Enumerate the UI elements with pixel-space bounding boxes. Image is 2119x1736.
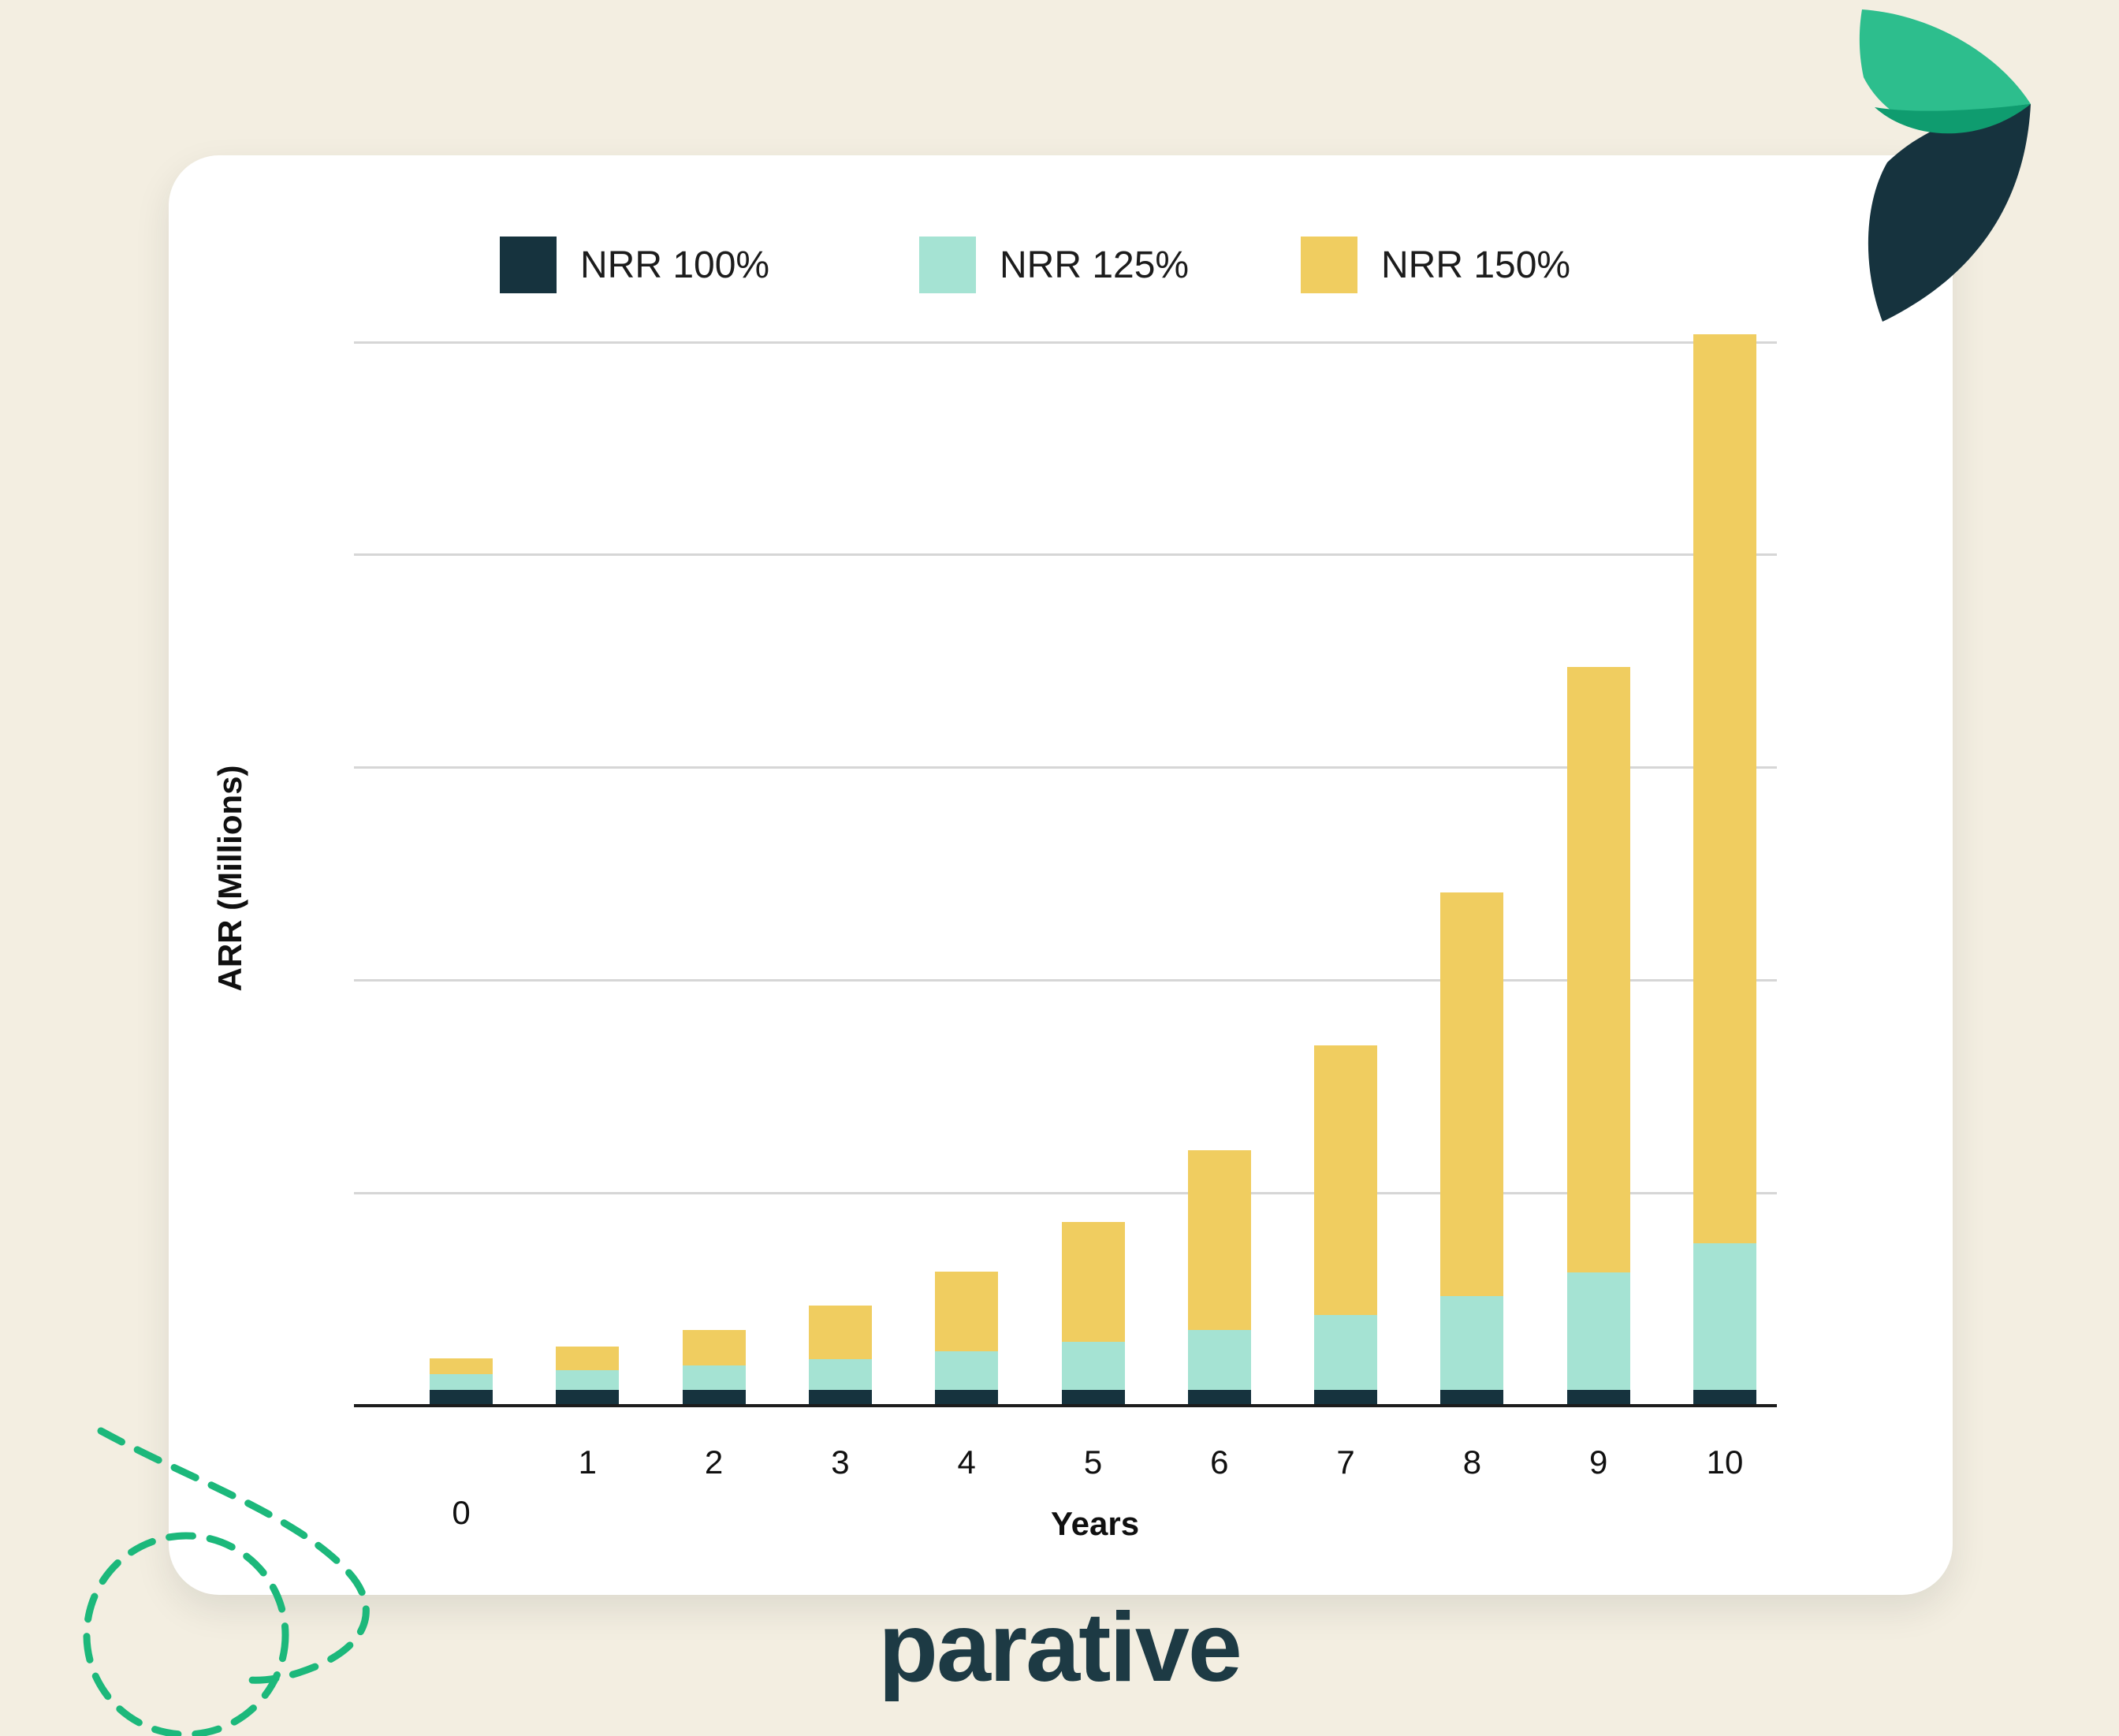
x-axis-line bbox=[354, 1404, 1777, 1407]
bar-segment-nrr-100- bbox=[935, 1390, 999, 1406]
x-tick-label: 8 bbox=[1462, 1444, 1482, 1481]
parative-wordmark: parative bbox=[878, 1593, 1242, 1702]
bar-segment-nrr-150- bbox=[808, 1306, 872, 1360]
bar-segment-nrr-100- bbox=[808, 1390, 872, 1406]
x-tick-label: 4 bbox=[957, 1444, 976, 1481]
bar-segment-nrr-150- bbox=[682, 1329, 746, 1365]
legend-swatch-icon bbox=[500, 237, 557, 293]
x-tick-label: 5 bbox=[1083, 1444, 1103, 1481]
logo-mark-green-petal bbox=[1859, 9, 2031, 132]
bar-segment-nrr-150- bbox=[1061, 1222, 1125, 1343]
bar-segment-nrr-125- bbox=[1314, 1314, 1378, 1390]
bar-segment-nrr-150- bbox=[430, 1358, 493, 1375]
y-axis-label: ARR (Millions) bbox=[211, 765, 248, 992]
parative-logo-mark bbox=[1859, 9, 2031, 322]
bar-segment-nrr-100- bbox=[1187, 1390, 1251, 1406]
bar-segment-nrr-150- bbox=[556, 1347, 620, 1371]
y-gridline bbox=[354, 1191, 1777, 1194]
bar-segment-nrr-125- bbox=[935, 1351, 999, 1390]
x-tick-label: 9 bbox=[1589, 1444, 1608, 1481]
bar-segment-nrr-150- bbox=[1566, 666, 1630, 1273]
bar-segment-nrr-125- bbox=[1566, 1272, 1630, 1390]
legend-item: NRR 150% bbox=[1301, 237, 1570, 293]
x-tick-label: 10 bbox=[1706, 1444, 1744, 1481]
bar-segment-nrr-150- bbox=[1440, 892, 1504, 1296]
bar-segment-nrr-150- bbox=[1187, 1150, 1251, 1330]
x-tick-label: 2 bbox=[704, 1444, 724, 1481]
bar-segment-nrr-125- bbox=[1061, 1342, 1125, 1390]
y-gridline bbox=[354, 766, 1777, 769]
bar-segment-nrr-100- bbox=[430, 1390, 493, 1406]
bar-segment-nrr-125- bbox=[1693, 1242, 1756, 1390]
legend-label: NRR 100% bbox=[580, 244, 770, 286]
bar-segment-nrr-150- bbox=[1693, 334, 1756, 1243]
chart-plot-area: 0 1 2 3 4 5 6 7 8 9 10 bbox=[169, 155, 1953, 1595]
bar-segment-nrr-125- bbox=[1440, 1295, 1504, 1390]
logo-mark-dark-petal bbox=[1868, 104, 2031, 322]
bar-segment-nrr-100- bbox=[1061, 1390, 1125, 1406]
y-gridline bbox=[354, 978, 1777, 982]
legend-swatch-icon bbox=[1301, 237, 1357, 293]
bar-segment-nrr-125- bbox=[1187, 1329, 1251, 1390]
bar-segment-nrr-125- bbox=[556, 1370, 620, 1390]
x-tick-label: 6 bbox=[1210, 1444, 1229, 1481]
x-tick-label: 3 bbox=[831, 1444, 850, 1481]
bar-segment-nrr-100- bbox=[1314, 1390, 1378, 1406]
legend-label: NRR 150% bbox=[1381, 244, 1571, 286]
legend-swatch-icon bbox=[919, 237, 976, 293]
bar-segment-nrr-150- bbox=[935, 1272, 999, 1352]
bar-segment-nrr-125- bbox=[808, 1359, 872, 1390]
bar-segment-nrr-100- bbox=[682, 1390, 746, 1406]
y-gridline bbox=[354, 341, 1777, 344]
bar-segment-nrr-100- bbox=[1440, 1390, 1504, 1406]
x-tick-label: 0 bbox=[452, 1494, 471, 1531]
dashed-doodle-decoration bbox=[83, 1427, 370, 1736]
legend-item: NRR 125% bbox=[919, 237, 1189, 293]
bar-segment-nrr-100- bbox=[1566, 1390, 1630, 1406]
bar-segment-nrr-100- bbox=[1693, 1390, 1756, 1406]
dashed-swoosh bbox=[97, 1427, 370, 1684]
bar-segment-nrr-100- bbox=[556, 1390, 620, 1406]
bar-segment-nrr-125- bbox=[682, 1365, 746, 1390]
legend-label: NRR 125% bbox=[1000, 244, 1190, 286]
y-gridline bbox=[354, 553, 1777, 557]
dashed-circle bbox=[83, 1532, 289, 1736]
x-tick-label: 1 bbox=[578, 1444, 597, 1481]
chart-card: NRR 100% NRR 125% NRR 150% 0 1 2 3 4 5 6 7 8 9 10 AR… bbox=[169, 155, 1953, 1595]
bar-segment-nrr-150- bbox=[1314, 1045, 1378, 1315]
x-tick-label: 7 bbox=[1336, 1444, 1355, 1481]
bar-segment-nrr-125- bbox=[430, 1374, 493, 1390]
x-axis-label: Years bbox=[1050, 1505, 1140, 1542]
legend-item: NRR 100% bbox=[500, 237, 769, 293]
logo-mark-overlap bbox=[1875, 104, 2031, 134]
